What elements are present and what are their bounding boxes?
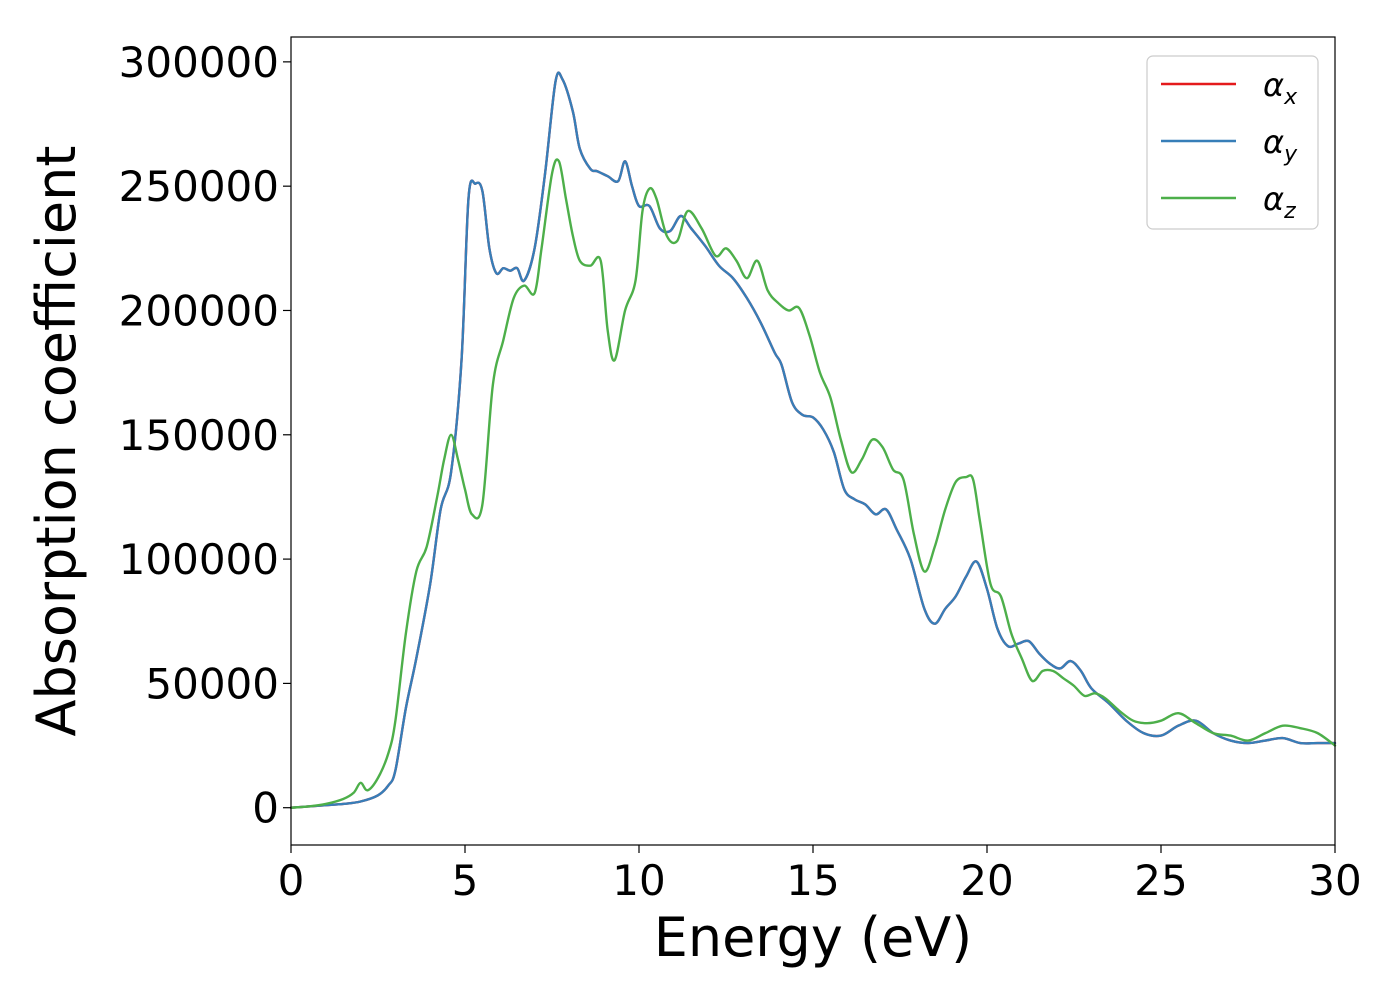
x-tick-label: 25 [1134, 856, 1187, 905]
y-tick-label: 250000 [119, 162, 279, 211]
x-tick-label: 20 [960, 856, 1013, 905]
legend-label-x: αx [1263, 66, 1298, 110]
y-tick-label: 200000 [119, 286, 279, 335]
x-tick-label: 10 [612, 856, 665, 905]
y-tick-label: 0 [252, 784, 279, 833]
legend-box [1146, 55, 1319, 230]
series-layer [289, 71, 1337, 809]
x-tick-label: 5 [452, 856, 479, 905]
series-line-z [289, 158, 1337, 809]
y-axis-label: Absorption coefficient [25, 146, 88, 737]
legend-label-z: αz [1263, 180, 1296, 224]
series-line-y [289, 71, 1337, 809]
x-tick-label: 0 [278, 856, 305, 905]
y-tick-label: 150000 [119, 411, 279, 460]
x-tick-label: 15 [786, 856, 839, 905]
y-tick-label: 100000 [119, 535, 279, 584]
y-tick-label: 300000 [119, 38, 279, 87]
y-axis-ticks: 0 50000 100000 150000 200000 250000 300000 [119, 38, 291, 833]
y-tick-label: 50000 [145, 659, 279, 708]
x-axis-ticks: 0 5 10 15 20 25 30 [278, 845, 1362, 905]
x-axis-label: Energy (eV) [654, 906, 973, 969]
x-tick-label: 30 [1308, 856, 1361, 905]
legend-label-y: αy [1263, 123, 1298, 167]
legend: αx αy αz [1146, 55, 1319, 230]
